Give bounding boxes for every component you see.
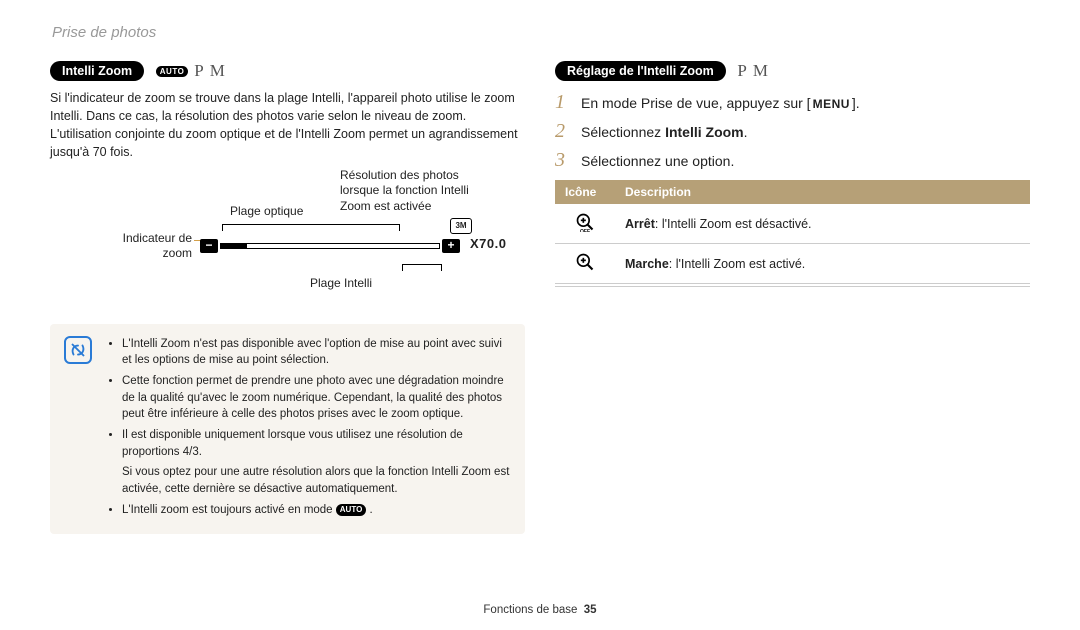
zoom-fill: [221, 244, 247, 248]
intro-text: Si l'indicateur de zoom se trouve dans l…: [50, 89, 525, 162]
note-item: Il est disponible uniquement lorsque vou…: [122, 427, 511, 460]
left-column: Intelli Zoom AUTO P M Si l'indicateur de…: [50, 61, 525, 534]
step-text-pre: Sélectionnez: [581, 124, 665, 140]
on-desc-cell: Marche: l'Intelli Zoom est activé.: [615, 244, 1030, 284]
step-3: 3 Sélectionnez une option.: [555, 149, 1030, 172]
zoom-bar: − +: [200, 238, 460, 254]
zoom-readout: X70.0: [470, 236, 506, 251]
off-desc-cell: Arrêt: l'Intelli Zoom est désactivé.: [615, 204, 1030, 244]
zoom-minus-icon: −: [200, 239, 218, 253]
off-icon-cell: OFF: [555, 204, 615, 244]
settings-tag: Réglage de l'Intelli Zoom: [555, 61, 726, 81]
zoom-indicator-label: Indicateur de zoom: [106, 231, 192, 262]
zoom-plus-icon: +: [442, 239, 460, 253]
step-text-bold: Intelli Zoom: [665, 124, 744, 140]
mode-icons: AUTO P M: [156, 61, 225, 81]
note-subtext: Si vous optez pour une autre résolution …: [104, 464, 511, 497]
note-item: L'Intelli Zoom n'est pas disponible avec…: [122, 336, 511, 369]
step-number: 1: [555, 91, 571, 114]
page-title: Prise de photos: [52, 24, 1030, 41]
section-heading-row: Intelli Zoom AUTO P M: [50, 61, 525, 81]
header-icon: Icône: [555, 180, 615, 204]
zoom-track: [220, 243, 440, 249]
resolution-badge-icon: 3M: [450, 218, 472, 234]
p-mode-icon: P: [194, 61, 203, 81]
footer-page-number: 35: [584, 604, 597, 616]
p-mode-icon: P: [737, 61, 746, 81]
note-box: L'Intelli Zoom n'est pas disponible avec…: [50, 324, 525, 535]
option-desc: : l'Intelli Zoom est désactivé.: [655, 217, 812, 231]
option-name: Arrêt: [625, 217, 655, 231]
intelli-zoom-tag: Intelli Zoom: [50, 61, 144, 81]
m-mode-icon: M: [753, 61, 768, 81]
note-item: L'Intelli zoom est toujours activé en mo…: [122, 502, 511, 519]
step-text: En mode Prise de vue, appuyez sur [MENU]…: [581, 95, 860, 111]
optical-bracket: [222, 224, 400, 230]
steps-list: 1 En mode Prise de vue, appuyez sur [MEN…: [555, 91, 1030, 172]
footer-section: Fonctions de base: [483, 604, 577, 616]
zoom-diagram: Résolution des photos lorsque la fonctio…: [50, 168, 525, 318]
step-text: Sélectionnez une option.: [581, 153, 734, 169]
right-column: Réglage de l'Intelli Zoom P M 1 En mode …: [555, 61, 1030, 534]
step-text: Sélectionnez Intelli Zoom.: [581, 124, 748, 140]
magnifier-off-icon: OFF: [575, 212, 595, 232]
svg-text:OFF: OFF: [580, 229, 590, 232]
auto-mode-inline-icon: AUTO: [336, 504, 367, 516]
step-2: 2 Sélectionnez Intelli Zoom.: [555, 120, 1030, 143]
option-name: Marche: [625, 257, 669, 271]
step-text-post: ].: [852, 95, 860, 111]
resolution-label: Résolution des photos lorsque la fonctio…: [340, 168, 490, 215]
step-text-pre: En mode Prise de vue, appuyez sur [: [581, 95, 811, 111]
option-desc: : l'Intelli Zoom est activé.: [669, 257, 805, 271]
table-bottom-rule: [555, 286, 1030, 287]
m-mode-icon: M: [210, 61, 225, 81]
page-footer: Fonctions de base 35: [0, 604, 1080, 616]
step-number: 3: [555, 149, 571, 172]
menu-button-icon: MENU: [811, 97, 852, 111]
section-heading-row: Réglage de l'Intelli Zoom P M: [555, 61, 1030, 81]
auto-mode-icon: AUTO: [156, 66, 189, 77]
optical-range-label: Plage optique: [230, 204, 303, 220]
note-last-post: .: [370, 504, 373, 516]
note-info-icon: [64, 336, 92, 364]
step-1: 1 En mode Prise de vue, appuyez sur [MEN…: [555, 91, 1030, 114]
intelli-bracket: [402, 264, 442, 270]
on-icon-cell: [555, 244, 615, 284]
options-table: Icône Description OFF Arrêt: l'Intelli Z…: [555, 180, 1030, 284]
note-content: L'Intelli Zoom n'est pas disponible avec…: [104, 336, 511, 523]
note-last-pre: L'Intelli zoom est toujours activé en mo…: [122, 504, 336, 516]
step-text-post: .: [744, 124, 748, 140]
header-description: Description: [615, 180, 1030, 204]
mode-icons: P M: [737, 61, 768, 81]
note-item: Cette fonction permet de prendre une pho…: [122, 373, 511, 423]
intelli-range-label: Plage Intelli: [310, 276, 372, 292]
table-row: Marche: l'Intelli Zoom est activé.: [555, 244, 1030, 284]
table-header-row: Icône Description: [555, 180, 1030, 204]
table-row: OFF Arrêt: l'Intelli Zoom est désactivé.: [555, 204, 1030, 244]
magnifier-on-icon: [575, 252, 595, 272]
step-number: 2: [555, 120, 571, 143]
